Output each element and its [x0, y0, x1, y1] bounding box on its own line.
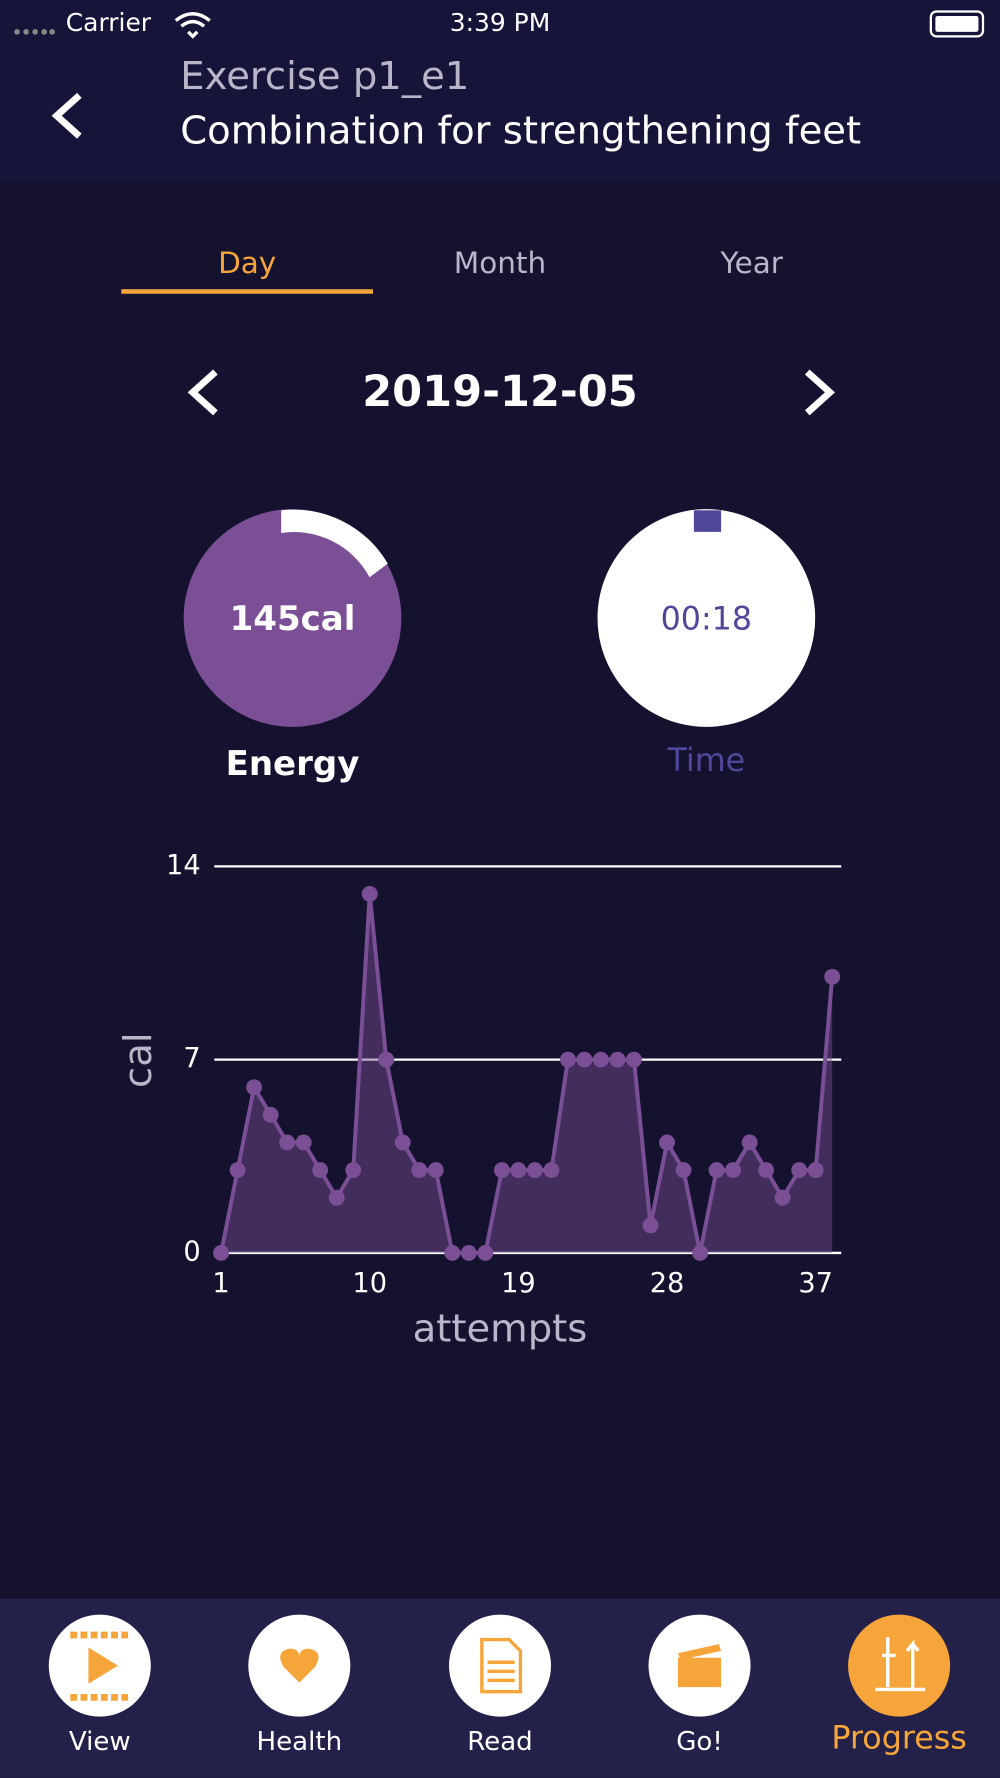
energy-gauge [183, 509, 402, 727]
point [543, 1162, 560, 1179]
y-tick-label: 0 [183, 1236, 200, 1267]
point [609, 1051, 626, 1068]
play-icon [88, 1647, 118, 1684]
heart-icon [280, 1648, 319, 1683]
tab-label[interactable]: Health [257, 1727, 343, 1757]
progress-icon [875, 1637, 926, 1692]
tab-label[interactable]: Go! [676, 1727, 723, 1757]
tab-label[interactable]: View [69, 1727, 131, 1757]
time-progress [693, 510, 722, 532]
tab-health[interactable] [248, 1614, 351, 1717]
tab-go[interactable] [648, 1614, 751, 1717]
point [460, 1245, 477, 1261]
battery [929, 10, 985, 38]
header-bg [0, 0, 1000, 182]
back-button[interactable] [51, 92, 82, 139]
point [444, 1245, 461, 1261]
point [510, 1162, 527, 1179]
point [213, 1245, 230, 1261]
area [221, 893, 833, 1253]
tab-month[interactable]: Month [454, 246, 546, 280]
point [741, 1134, 758, 1151]
wifi-icon [174, 12, 211, 39]
point [758, 1162, 775, 1179]
tab-label[interactable]: Read [467, 1727, 532, 1757]
point [328, 1189, 345, 1206]
carrier: Carrier [66, 8, 152, 37]
point [593, 1051, 609, 1068]
energy-label: Energy [226, 744, 360, 784]
point [559, 1051, 576, 1068]
y-axis-label: cal [116, 1032, 161, 1088]
tab-indicator [121, 289, 374, 294]
tab-read[interactable] [448, 1614, 552, 1717]
chart: 0 7 14 1 10 19 28 37 [166, 850, 842, 1299]
tab-icon-bg [848, 1614, 951, 1717]
x-tick-label: 19 [501, 1268, 536, 1299]
clock: 3:39 PM [450, 8, 550, 37]
tab-view[interactable] [48, 1614, 151, 1717]
x-axis-label: attempts [413, 1307, 588, 1352]
point [262, 1106, 279, 1123]
point [725, 1162, 742, 1179]
point [692, 1245, 709, 1261]
tab-label[interactable]: Progress [831, 1720, 966, 1756]
point [229, 1162, 246, 1179]
signal [14, 29, 55, 35]
tab-icon-bg [448, 1614, 552, 1717]
point [824, 968, 841, 985]
time-gauge [597, 509, 816, 727]
point [708, 1162, 725, 1179]
tab-progress[interactable] [848, 1614, 951, 1717]
tab-year[interactable]: Year [719, 246, 783, 280]
energy-value: 145cal [230, 599, 356, 639]
clapper-icon [678, 1644, 722, 1688]
point [427, 1162, 444, 1179]
point [526, 1162, 543, 1179]
point [576, 1051, 593, 1068]
x-tick-label: 10 [352, 1268, 387, 1299]
point [295, 1134, 312, 1151]
prev-date[interactable] [187, 369, 218, 416]
time-value: 00:18 [661, 601, 752, 637]
point [659, 1134, 675, 1151]
date: 2019-12-05 [362, 367, 638, 417]
energy-progress [281, 509, 388, 578]
doc-icon [480, 1637, 523, 1694]
point [394, 1134, 411, 1151]
point [411, 1162, 428, 1179]
exercise-subtitle: Exercise p1_e1 [180, 54, 469, 99]
battery-level [935, 15, 979, 32]
point [493, 1162, 510, 1179]
time-label: Time [667, 743, 746, 779]
point [477, 1245, 494, 1261]
point [312, 1162, 329, 1179]
point [774, 1189, 791, 1206]
point [246, 1079, 263, 1096]
next-date[interactable] [804, 369, 836, 416]
point [361, 886, 378, 902]
x-tick-label: 28 [650, 1268, 685, 1299]
y-tick-label: 14 [166, 850, 201, 881]
point [626, 1051, 642, 1068]
point [378, 1051, 395, 1068]
point [791, 1162, 808, 1179]
point [345, 1162, 362, 1179]
point [642, 1217, 659, 1234]
point [807, 1162, 824, 1179]
x-tick-label: 1 [212, 1268, 229, 1299]
point [279, 1134, 296, 1151]
x-tick-label: 37 [798, 1268, 833, 1299]
y-tick-label: 7 [183, 1043, 200, 1074]
exercise-title: Combination for strengthening feet [180, 108, 861, 153]
tab-day[interactable]: Day [218, 246, 276, 280]
point [675, 1162, 692, 1179]
